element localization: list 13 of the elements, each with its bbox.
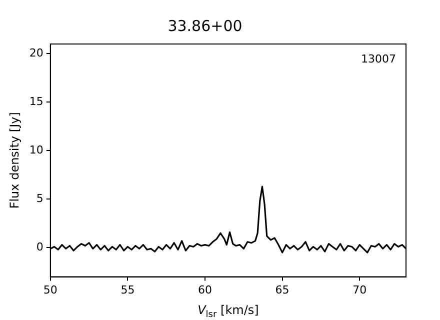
y-tick-label: 15 xyxy=(29,95,44,108)
y-tick-label: 10 xyxy=(29,144,44,157)
x-tick-label: 55 xyxy=(120,283,135,296)
y-tick-label: 5 xyxy=(36,192,44,206)
x-tick-label: 50 xyxy=(43,283,58,296)
x-tick-label: 60 xyxy=(198,283,212,296)
y-axis-title: Flux density [Jy] xyxy=(7,112,22,209)
y-tick-label: 20 xyxy=(29,46,44,60)
x-tick-label: 70 xyxy=(352,283,367,296)
chart-title: 33.86+00 xyxy=(168,16,242,35)
x-tick-label: 65 xyxy=(275,283,290,296)
y-tick-label: 0 xyxy=(36,240,44,254)
annotation: 13007 xyxy=(361,52,396,66)
